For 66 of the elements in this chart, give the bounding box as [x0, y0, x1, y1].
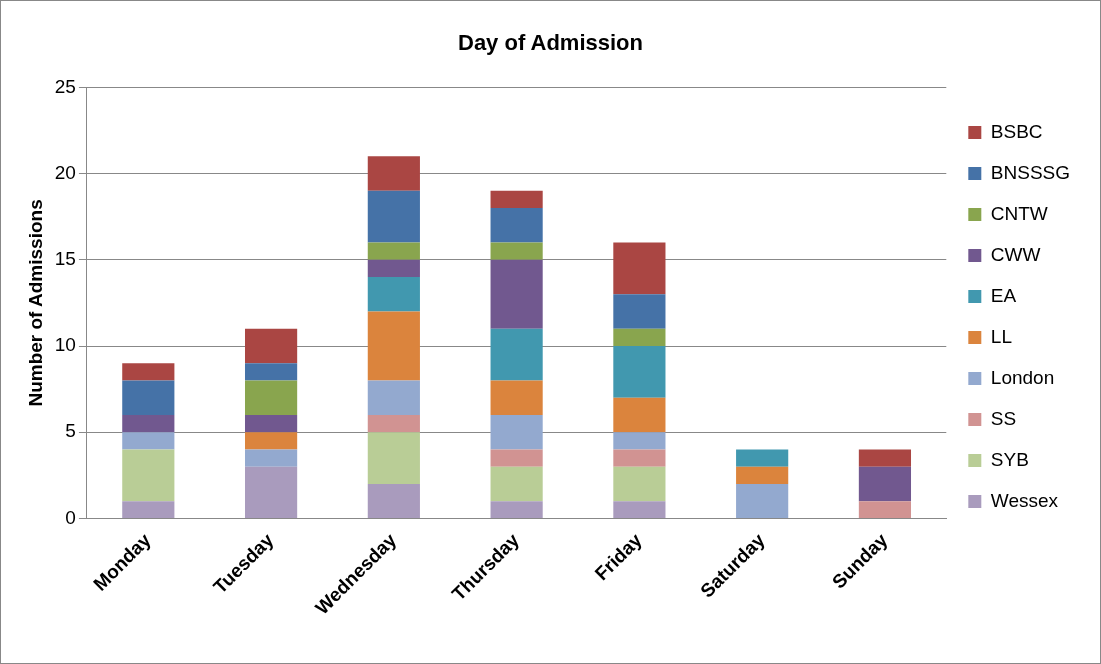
y-axis-title: Number of Admissions: [24, 199, 46, 407]
bar: [122, 432, 175, 450]
bar: [367, 483, 420, 518]
bar: [245, 432, 298, 450]
bar: [613, 501, 666, 518]
bar: [367, 432, 420, 484]
bar: [858, 449, 912, 467]
bar: [490, 380, 543, 416]
bar: [736, 483, 789, 518]
bar: [245, 466, 298, 518]
bar: [613, 432, 666, 450]
bar: [490, 259, 543, 329]
legend-label: BSBC: [990, 120, 1043, 142]
bar: [245, 380, 298, 416]
bar: [490, 501, 543, 518]
bar: [613, 397, 666, 433]
bar: [490, 208, 543, 243]
bar: [122, 415, 175, 433]
bar: [490, 449, 543, 467]
legend-label: London: [990, 366, 1055, 388]
bar: [367, 242, 420, 260]
bar: [122, 449, 175, 502]
bar: [122, 380, 175, 416]
legend-label: SYB: [990, 448, 1029, 470]
bar: [490, 242, 543, 260]
bar: [613, 328, 666, 347]
bar: [490, 466, 543, 502]
bar: [245, 415, 298, 433]
legend-label: LL: [990, 325, 1012, 347]
bar: [490, 328, 543, 381]
bar: [122, 501, 175, 518]
bar: [122, 363, 175, 381]
bar: [613, 466, 666, 502]
bar: [613, 242, 666, 295]
bar: [367, 259, 420, 278]
legend-label: CNTW: [990, 202, 1048, 224]
bar: [736, 466, 789, 484]
bar: [490, 190, 543, 209]
bar: [245, 363, 298, 381]
bar: [613, 294, 666, 329]
bar: [245, 449, 298, 467]
bar: [367, 156, 420, 191]
y-tick-label: 10: [54, 334, 76, 356]
y-tick-label: 20: [54, 161, 76, 183]
legend-label: SS: [990, 407, 1017, 429]
bar: [367, 415, 420, 433]
bar: [858, 501, 912, 518]
bar: [736, 449, 789, 467]
legend-label: Wessex: [990, 489, 1059, 511]
bar: [245, 328, 298, 364]
bar: [490, 415, 543, 450]
bar: [367, 190, 420, 243]
legend-label: BNSSSG: [990, 161, 1071, 183]
legend-label: CWW: [990, 243, 1041, 265]
chart-title: Day of Admission: [458, 30, 643, 56]
bar: [613, 346, 666, 398]
y-tick-label: 5: [65, 420, 76, 442]
bar: [367, 277, 420, 312]
bar: [613, 449, 666, 467]
bar: [858, 466, 912, 502]
y-tick-label: 15: [54, 248, 76, 270]
y-tick-label: 25: [54, 75, 76, 97]
legend-label: EA: [990, 284, 1017, 306]
bar: [367, 380, 420, 416]
y-tick-label: 0: [65, 506, 76, 528]
bar: [367, 311, 420, 381]
